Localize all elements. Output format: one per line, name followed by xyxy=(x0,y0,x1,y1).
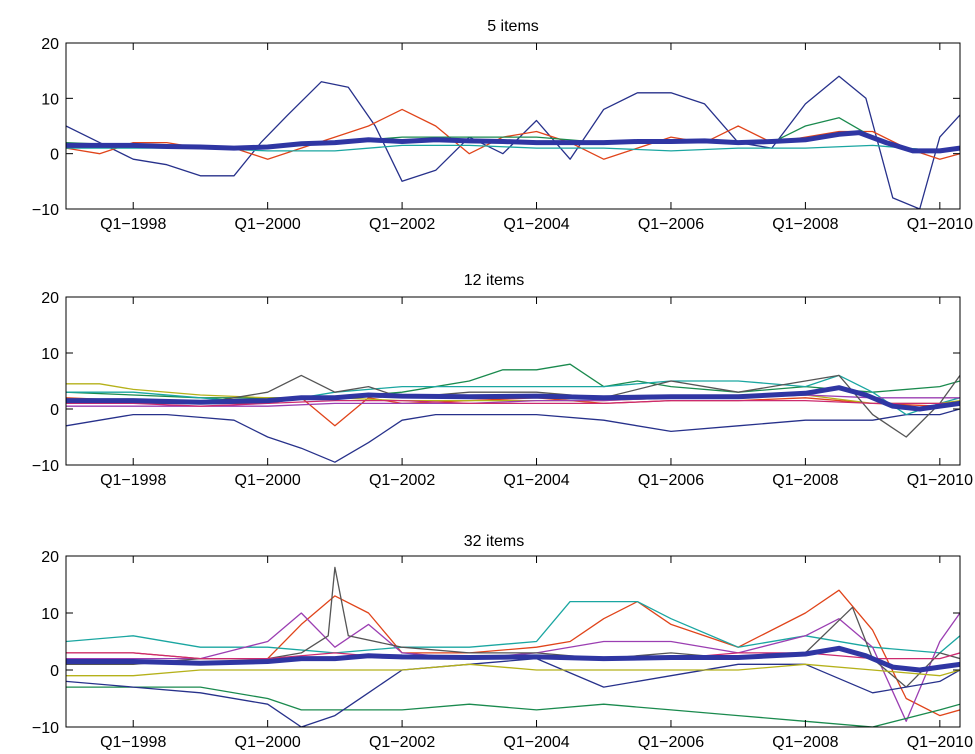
mean-series-line xyxy=(66,645,960,673)
series-line xyxy=(66,686,960,727)
x-tick-label: Q1−2006 xyxy=(638,734,704,751)
y-axis-ticks: −10 0 10 20 xyxy=(32,549,960,737)
axes-frame xyxy=(65,555,961,728)
series-line xyxy=(66,383,960,405)
series-layer xyxy=(66,363,960,463)
y-tick-label: 20 xyxy=(41,36,59,53)
y-tick-label: 20 xyxy=(41,290,59,307)
y-tick-label: 10 xyxy=(41,91,59,108)
x-tick-label: Q1−2008 xyxy=(772,734,838,751)
x-tick-label: Q1−2008 xyxy=(772,472,838,489)
axes-frame xyxy=(65,42,961,210)
x-tick-label: Q1−2010 xyxy=(907,216,973,233)
x-tick-label: Q1−2008 xyxy=(772,216,838,233)
x-tick-label: Q1−2000 xyxy=(235,216,301,233)
x-tick-label: Q1−2000 xyxy=(235,472,301,489)
x-axis-ticks: Q1−1998 Q1−2000 Q1−2002 Q1−2004 Q1−2006 Q1−20… xyxy=(100,297,973,489)
series-line xyxy=(66,374,960,438)
y-tick-label: 0 xyxy=(50,147,59,164)
axes-frame xyxy=(65,296,961,466)
x-axis-ticks: Q1−1998 Q1−2000 Q1−2002 Q1−2004 Q1−2006 Q1−20… xyxy=(100,43,973,233)
x-tick-label: Q1−2002 xyxy=(369,216,435,233)
series-line xyxy=(66,657,960,727)
series-line xyxy=(66,663,960,677)
mean-series-line xyxy=(66,130,960,154)
mean-series-line xyxy=(66,385,960,412)
x-axis-ticks: Q1−1998 Q1−2000 Q1−2002 Q1−2004 Q1−2006 Q1−20… xyxy=(100,556,973,751)
y-tick-label: 0 xyxy=(50,402,59,419)
x-tick-label: Q1−2000 xyxy=(235,734,301,751)
x-tick-label: Q1−2004 xyxy=(503,734,569,751)
y-tick-label: 0 xyxy=(50,663,59,680)
y-tick-label: −10 xyxy=(32,458,59,475)
x-tick-label: Q1−2010 xyxy=(907,472,973,489)
series-line xyxy=(66,589,960,717)
series-layer xyxy=(66,566,960,727)
x-tick-label: Q1−2002 xyxy=(369,472,435,489)
series-line xyxy=(66,600,960,654)
x-tick-label: Q1−1998 xyxy=(100,734,166,751)
y-axis-ticks: −10 0 10 20 xyxy=(32,290,960,475)
panel-title: 12 items xyxy=(464,272,524,289)
series-line xyxy=(66,612,960,722)
y-tick-label: 10 xyxy=(41,346,59,363)
y-tick-label: 10 xyxy=(41,606,59,623)
series-line xyxy=(66,408,960,463)
panel-title: 32 items xyxy=(464,533,524,550)
x-tick-label: Q1−2004 xyxy=(503,216,569,233)
x-tick-label: Q1−1998 xyxy=(100,472,166,489)
x-tick-label: Q1−2006 xyxy=(638,216,704,233)
x-tick-label: Q1−2006 xyxy=(638,472,704,489)
y-axis-ticks: −10 0 10 20 xyxy=(32,36,960,219)
x-tick-label: Q1−2004 xyxy=(503,472,569,489)
x-tick-label: Q1−2002 xyxy=(369,734,435,751)
x-tick-label: Q1−1998 xyxy=(100,216,166,233)
series-line xyxy=(66,399,960,407)
panel-title: 5 items xyxy=(487,18,539,35)
y-tick-label: 20 xyxy=(41,549,59,566)
x-tick-label: Q1−2010 xyxy=(907,734,973,751)
series-line xyxy=(66,566,960,688)
y-tick-label: −10 xyxy=(32,202,59,219)
y-tick-label: −10 xyxy=(32,720,59,737)
series-line xyxy=(66,394,960,407)
series-layer xyxy=(66,75,960,209)
